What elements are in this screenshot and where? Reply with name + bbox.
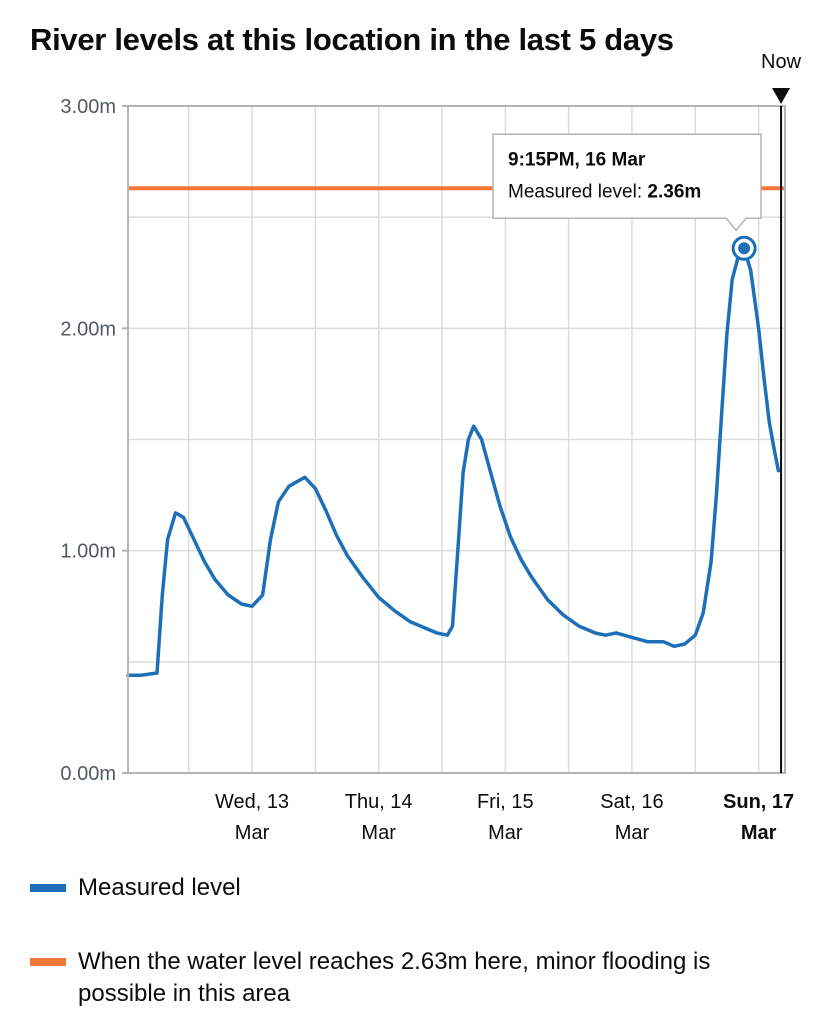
now-layer: Now	[761, 51, 802, 773]
y-tick-label: 2.00m	[60, 318, 116, 340]
y-tick-label: 3.00m	[60, 96, 116, 118]
x-tick-label: Mar	[741, 822, 777, 844]
x-tick-label: Mar	[488, 822, 523, 844]
tooltip-measured: Measured level: 2.36m	[508, 181, 701, 202]
x-tick-label: Wed, 13	[215, 791, 289, 813]
tooltip-layer: 9:15PM, 16 Mar Measured level: 2.36m	[492, 133, 762, 261]
now-marker-icon	[772, 88, 791, 104]
grid	[128, 105, 785, 774]
y-tick-label: 0.00m	[60, 763, 116, 785]
measured-swatch	[30, 884, 66, 892]
now-label: Now	[761, 51, 802, 73]
x-tick-label: Thu, 14	[345, 791, 413, 813]
legend: Measured level When the water level reac…	[30, 872, 800, 1010]
river-level-chart: 0.00m 1.00m 2.00m 3.00m Wed, 13 Mar Thu, 14 Mar…	[60, 51, 802, 844]
x-tick-label: Sun, 17	[723, 791, 794, 813]
series-layer	[126, 246, 781, 677]
x-tick-label: Mar	[235, 822, 270, 844]
tooltip-label: Measured level:	[508, 181, 647, 202]
threshold-swatch	[30, 958, 66, 966]
plot-frame	[127, 105, 786, 774]
legend-item-measured: Measured level	[30, 872, 800, 904]
tooltip-box	[492, 133, 762, 232]
y-tick-label: 1.00m	[60, 541, 116, 563]
chart-title: River levels at this location in the las…	[30, 22, 674, 57]
axes: 0.00m 1.00m 2.00m 3.00m Wed, 13 Mar Thu, 14 Mar…	[60, 96, 794, 844]
highlight-point	[738, 242, 751, 255]
legend-item-threshold: When the water level reaches 2.63m here,…	[30, 946, 800, 1010]
x-tick-label: Mar	[361, 822, 396, 844]
x-tick-label: Mar	[615, 822, 650, 844]
x-tick-label: Fri, 15	[477, 791, 534, 813]
tooltip-time: 9:15PM, 16 Mar	[508, 149, 646, 170]
series-line-measured-level	[126, 246, 781, 677]
legend-label-threshold: When the water level reaches 2.63m here,…	[78, 948, 711, 1007]
x-tick-label: Sat, 16	[600, 791, 663, 813]
legend-label-measured: Measured level	[78, 874, 241, 901]
tooltip-value: 2.36m	[647, 181, 701, 202]
